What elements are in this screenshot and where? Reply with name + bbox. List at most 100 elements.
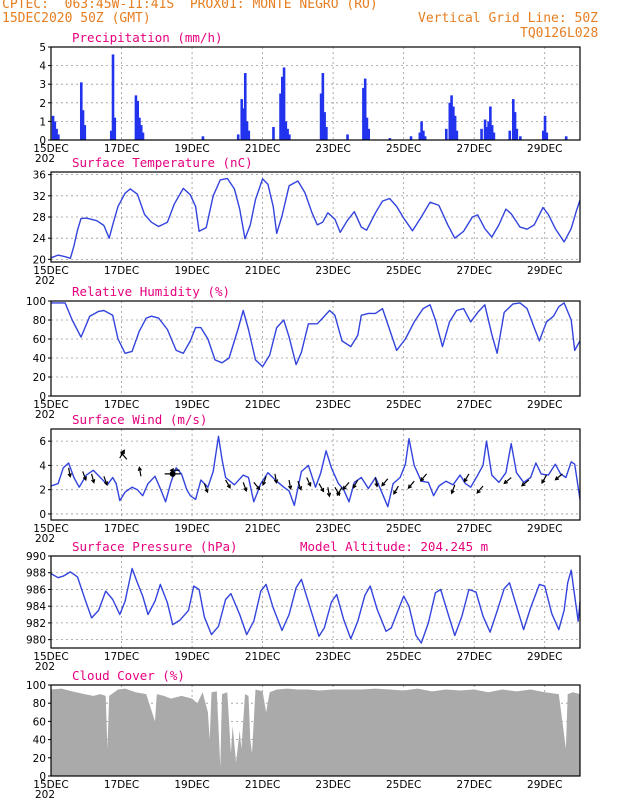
x-tick-label: 17DEC — [104, 265, 139, 277]
wind-arrow — [253, 482, 261, 491]
precip-bar — [242, 108, 245, 140]
wind-arrow — [103, 476, 109, 486]
y-tick-label: 0 — [39, 391, 46, 403]
precip-bar — [487, 121, 490, 140]
wind-arrow — [476, 485, 484, 494]
x-tick-label: 21DEC — [245, 399, 280, 411]
header-run-date: 15DEC2020 50Z (GMT) — [2, 11, 151, 26]
x-tick-label: 27DEC — [456, 399, 491, 411]
series-line-humidity — [51, 302, 581, 368]
precip-bar — [480, 128, 483, 140]
wind-arrow — [326, 487, 332, 498]
precip-bar — [284, 121, 288, 140]
y-tick-label: 990 — [26, 551, 46, 563]
x-tick-label: 25DEC — [386, 399, 421, 411]
precip-bar — [452, 106, 455, 140]
y-tick-label: 2 — [39, 485, 46, 497]
precip-bar — [515, 128, 519, 140]
precip-bar — [201, 136, 205, 140]
precip-bar — [280, 76, 284, 140]
y-tick-label: 20 — [33, 753, 46, 765]
wind-arrow — [336, 486, 343, 497]
wind-arrow — [297, 480, 303, 491]
wind-arrow — [521, 479, 530, 487]
panel-subtitle: Model Altitude: 204.245 m — [300, 539, 488, 554]
x-tick-label: 17DEC — [104, 523, 139, 535]
x-tick-label: 29DEC — [527, 523, 562, 535]
x-tick-label: 23DEC — [315, 399, 350, 411]
precip-bar — [111, 54, 115, 140]
x-tick-label: 15DEC — [33, 265, 68, 277]
series-line-pressure — [50, 567, 581, 644]
precip-bar — [134, 95, 138, 140]
wind-arrow — [225, 479, 231, 489]
precip-bar — [455, 130, 459, 140]
wind-arrow — [137, 466, 143, 477]
y-tick-label: 36 — [33, 170, 47, 182]
precip-bar — [288, 134, 291, 140]
precip-bar — [543, 115, 547, 140]
panel-frame — [50, 555, 581, 649]
wind-calm-dot — [169, 470, 176, 477]
x-tick-label: 25DEC — [386, 523, 421, 535]
panel-precip: 15DEC 17DEC 19DEC 21DEC 23DEC 25DEC 27DEC 29DEC… — [33, 30, 581, 165]
precip-bar — [363, 78, 367, 140]
header-line-1: CPTEC: 063:45W-11:41S PROX01: MONTE NEGR… — [2, 0, 378, 12]
wind-arrow — [393, 485, 399, 495]
year-label: 202 — [35, 661, 55, 673]
precip-bar — [545, 132, 549, 140]
wind-arrow — [374, 477, 379, 488]
panel-pressure: 15DEC 17DEC 19DEC 21DEC 23DEC 25DEC 27DEC 29DEC… — [26, 539, 581, 673]
wind-arrow — [503, 477, 512, 485]
x-tick-label: 15DEC — [33, 143, 68, 155]
panel-temperature: 15DEC 17DEC 19DEC 21DEC 23DEC 25DEC 27DEC 29DEC… — [33, 155, 581, 287]
x-tick-label: 27DEC — [456, 143, 491, 155]
precip-bar — [508, 130, 512, 140]
panel-wind: 15DEC 17DEC 19DEC 21DEC 23DEC 25DEC 27DEC 29DEC… — [33, 412, 581, 545]
y-tick-label: 80 — [33, 315, 46, 327]
wind-arrow — [463, 473, 470, 483]
x-tick-label: 21DEC — [245, 651, 280, 663]
wind-arrow — [242, 482, 248, 493]
panel-cloud: 15DEC 17DEC 19DEC 21DEC 23DEC 25DEC 27DEC 29DEC… — [26, 668, 581, 800]
y-tick-label: 986 — [26, 584, 46, 596]
y-tick-label: 980 — [26, 635, 46, 647]
precip-bar — [409, 136, 413, 140]
x-tick-label: 25DEC — [386, 265, 421, 277]
x-tick-label: 15DEC — [33, 523, 68, 535]
x-tick-label: 23DEC — [315, 523, 350, 535]
cloud-cover-area — [51, 688, 580, 776]
panel-title: Precipitation (mm/h) — [72, 30, 223, 45]
precip-bar — [282, 67, 286, 140]
precip-bar — [367, 128, 370, 140]
panel-title: Relative Humidity (%) — [72, 284, 230, 299]
wind-arrow — [318, 483, 325, 493]
precip-bar — [113, 117, 117, 140]
precip-bar — [485, 126, 489, 140]
y-tick-label: 40 — [33, 353, 46, 365]
x-tick-label: 15DEC — [33, 399, 68, 411]
x-tick-label: 27DEC — [456, 265, 491, 277]
precip-bar — [236, 134, 240, 140]
precip-bar — [362, 87, 365, 140]
precip-bar — [319, 93, 323, 140]
precip-bar — [513, 112, 517, 140]
y-tick-label: 0 — [39, 771, 46, 783]
x-tick-label: 27DEC — [456, 523, 491, 535]
x-tick-label: 23DEC — [315, 651, 350, 663]
wind-arrow — [273, 473, 279, 484]
wind-arrow — [381, 478, 389, 487]
precip-bar — [286, 128, 289, 140]
precip-bar — [444, 128, 448, 140]
y-tick-label: 28 — [33, 212, 46, 224]
series-line-temperature — [50, 177, 581, 259]
y-tick-label: 60 — [33, 334, 46, 346]
precip-bar — [541, 130, 545, 140]
y-tick-label: 40 — [33, 735, 46, 747]
y-tick-label: 60 — [33, 716, 46, 728]
year-label: 202 — [35, 275, 55, 287]
series-line-wind — [50, 435, 581, 508]
x-tick-label: 19DEC — [174, 143, 209, 155]
panel-title: Cloud Cover (%) — [72, 668, 185, 683]
